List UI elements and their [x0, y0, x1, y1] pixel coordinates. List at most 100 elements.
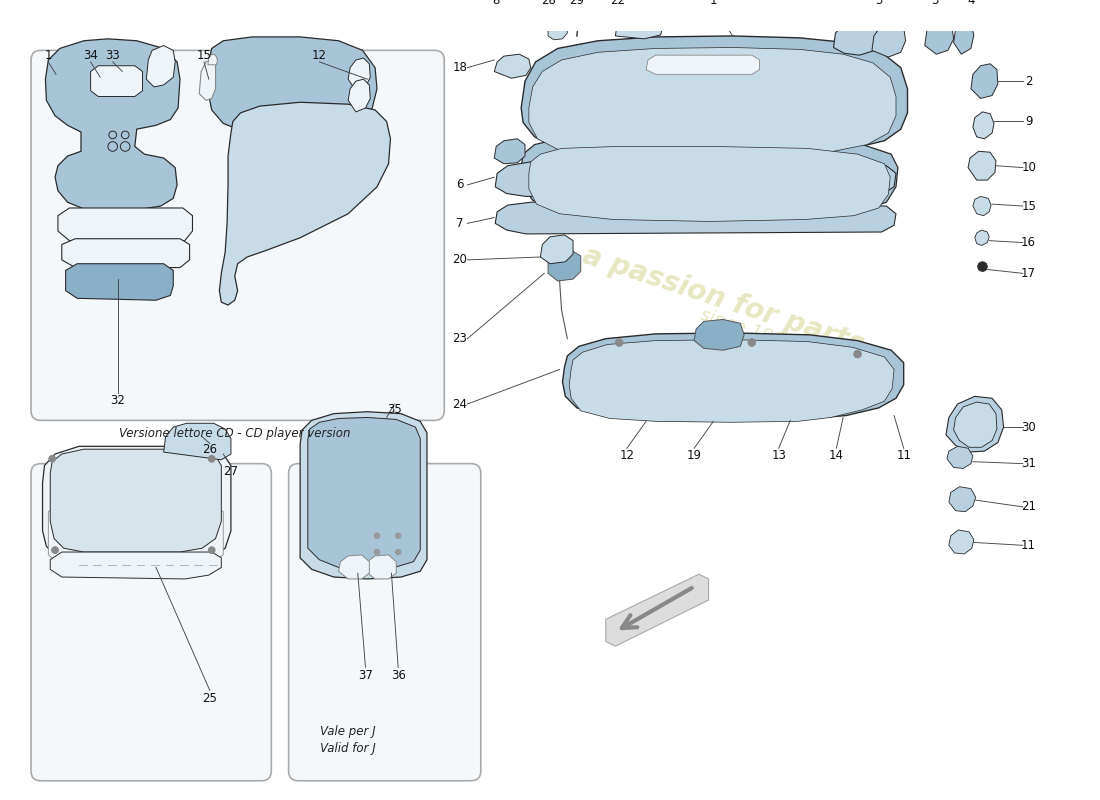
Circle shape	[208, 546, 216, 554]
Text: 4: 4	[967, 0, 975, 7]
Text: 11: 11	[1021, 539, 1036, 552]
Polygon shape	[51, 552, 221, 579]
Polygon shape	[208, 54, 218, 65]
Polygon shape	[146, 46, 175, 87]
Polygon shape	[925, 20, 954, 54]
Polygon shape	[199, 60, 216, 100]
Text: 24: 24	[452, 398, 468, 410]
Text: 15: 15	[1021, 199, 1036, 213]
Text: 19: 19	[686, 450, 702, 462]
Text: 31: 31	[1021, 457, 1036, 470]
Text: 6: 6	[455, 178, 463, 191]
Text: 18: 18	[452, 61, 468, 74]
Polygon shape	[62, 238, 189, 267]
Circle shape	[978, 262, 988, 271]
Circle shape	[208, 455, 216, 462]
Polygon shape	[615, 14, 663, 39]
Polygon shape	[975, 230, 989, 246]
Polygon shape	[208, 37, 377, 133]
Polygon shape	[954, 22, 974, 54]
Polygon shape	[339, 555, 370, 579]
Polygon shape	[495, 202, 896, 234]
Circle shape	[615, 338, 623, 346]
Polygon shape	[972, 112, 994, 138]
Polygon shape	[540, 235, 573, 264]
Text: 12: 12	[311, 49, 327, 62]
Text: 26: 26	[202, 442, 218, 456]
Polygon shape	[949, 486, 976, 512]
Text: 37: 37	[358, 669, 373, 682]
Text: 11: 11	[896, 450, 911, 462]
Text: 25: 25	[202, 692, 217, 705]
Text: 36: 36	[390, 669, 406, 682]
Text: 35: 35	[387, 403, 402, 416]
Text: a passion for parts: a passion for parts	[579, 242, 868, 359]
Text: 30: 30	[1021, 421, 1036, 434]
Polygon shape	[308, 418, 420, 570]
Polygon shape	[365, 555, 396, 579]
Polygon shape	[575, 0, 586, 18]
Polygon shape	[66, 264, 174, 300]
Text: 7: 7	[455, 217, 463, 230]
Polygon shape	[954, 402, 997, 447]
Polygon shape	[872, 22, 905, 57]
Text: 13: 13	[771, 450, 786, 462]
Polygon shape	[529, 47, 896, 158]
Text: 3: 3	[931, 0, 938, 7]
Polygon shape	[495, 162, 896, 197]
Polygon shape	[834, 18, 879, 55]
Polygon shape	[496, 2, 525, 30]
Text: 17: 17	[1021, 267, 1036, 280]
Polygon shape	[946, 396, 1003, 452]
Polygon shape	[694, 319, 744, 350]
Circle shape	[395, 533, 402, 538]
Polygon shape	[48, 504, 223, 565]
Text: 2: 2	[1025, 74, 1033, 88]
Polygon shape	[45, 39, 180, 212]
Circle shape	[48, 455, 55, 462]
Text: Versione lettore CD - CD player version: Versione lettore CD - CD player version	[119, 427, 351, 440]
Text: since 1985: since 1985	[697, 306, 796, 353]
Text: 32: 32	[110, 394, 125, 406]
Text: 15: 15	[197, 49, 211, 62]
Polygon shape	[949, 530, 974, 554]
Circle shape	[374, 549, 379, 555]
Text: Valid for J: Valid for J	[320, 742, 376, 755]
Polygon shape	[349, 79, 371, 112]
Text: 8: 8	[493, 0, 499, 7]
Circle shape	[395, 549, 402, 555]
Polygon shape	[548, 250, 581, 281]
Polygon shape	[164, 423, 231, 460]
Text: 9: 9	[1025, 115, 1033, 128]
FancyBboxPatch shape	[31, 50, 444, 420]
Polygon shape	[58, 208, 192, 245]
Text: 16: 16	[1021, 236, 1036, 249]
Text: 14: 14	[829, 450, 844, 462]
FancyBboxPatch shape	[288, 464, 481, 781]
Circle shape	[748, 338, 756, 346]
Text: 23: 23	[452, 332, 468, 345]
Polygon shape	[972, 197, 991, 216]
FancyBboxPatch shape	[31, 464, 272, 781]
Polygon shape	[521, 36, 908, 156]
Polygon shape	[968, 151, 996, 180]
Text: 27: 27	[223, 465, 239, 478]
Polygon shape	[51, 450, 221, 552]
Text: 22: 22	[609, 0, 625, 7]
Text: 1: 1	[45, 49, 52, 62]
Text: 29: 29	[570, 0, 584, 7]
Polygon shape	[219, 102, 390, 305]
Circle shape	[854, 350, 861, 358]
Polygon shape	[569, 340, 894, 422]
Polygon shape	[90, 66, 143, 97]
Text: 12: 12	[619, 450, 635, 462]
Circle shape	[374, 533, 379, 538]
Circle shape	[52, 546, 58, 554]
Text: Vale per J: Vale per J	[320, 725, 376, 738]
Text: 28: 28	[540, 0, 556, 7]
Text: 5: 5	[874, 0, 882, 7]
Polygon shape	[529, 146, 890, 222]
Text: 21: 21	[1021, 500, 1036, 514]
Polygon shape	[521, 137, 898, 218]
Polygon shape	[349, 58, 371, 90]
